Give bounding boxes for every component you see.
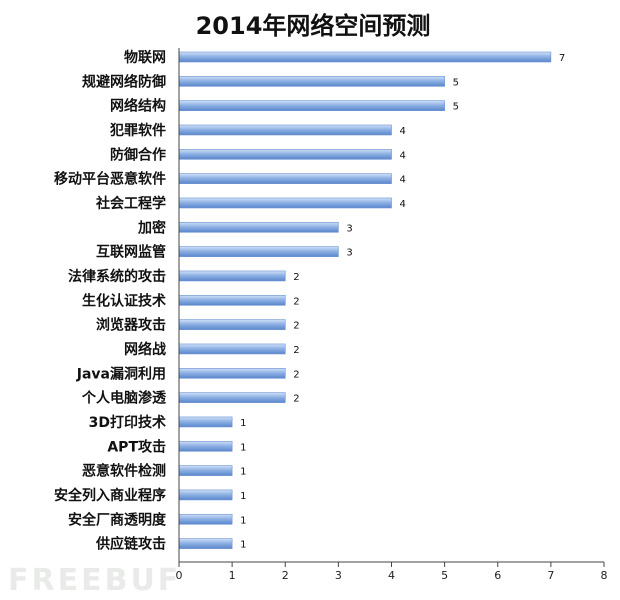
bar-value-label: 1 — [240, 515, 246, 526]
bar — [178, 416, 233, 428]
bar-value-label: 4 — [400, 150, 406, 161]
x-axis: 0 1 2 3 4 5 6 7 8 — [176, 48, 608, 582]
watermark: FREEBUF — [8, 563, 181, 598]
category-label: 移动平台恶意软件 — [54, 171, 166, 188]
bar-value-label: 2 — [293, 296, 299, 307]
bar — [178, 222, 339, 233]
category-label: Java漏洞利用 — [76, 365, 166, 382]
x-tick-label: 5 — [441, 569, 448, 582]
category-label: 安全列入商业程序 — [54, 487, 166, 504]
bar-value-label: 3 — [346, 223, 352, 234]
x-tick-label: 3 — [335, 569, 342, 582]
bar-value-label: 2 — [293, 345, 299, 356]
chart-title: 2014年网络空间预测 — [196, 12, 431, 40]
category-label: 3D打印技术 — [89, 414, 166, 431]
bar-value-label: 4 — [400, 199, 406, 210]
x-tick-label: 2 — [282, 569, 289, 582]
bar — [178, 197, 392, 209]
x-tick-label: 8 — [601, 569, 608, 582]
bar-value-label: 2 — [293, 321, 299, 332]
bars-group: 物联网 7 规避网络防御 5 网络结构 5 犯罪软件 4 防御合作 4 移动平台恶意软件 4 社会工程学… — [54, 49, 565, 553]
bar-value-label: 2 — [293, 394, 299, 405]
category-label: 物联网 — [124, 49, 166, 66]
bar — [178, 319, 286, 330]
bar-value-label: 1 — [240, 467, 246, 478]
bar — [178, 489, 233, 501]
bar — [178, 343, 286, 355]
category-label: 生化认证技术 — [82, 292, 166, 309]
bar — [178, 246, 339, 257]
bar — [178, 294, 286, 306]
x-tick-label: 6 — [494, 569, 501, 582]
category-label: 浏览器攻击 — [96, 317, 166, 334]
category-label: 安全厂商透明度 — [68, 511, 167, 528]
category-label: 恶意软件检测 — [82, 463, 166, 480]
bar — [178, 440, 233, 452]
x-tick-label: 0 — [176, 569, 183, 582]
bar-value-label: 1 — [240, 540, 246, 551]
bar — [178, 173, 392, 184]
bar — [178, 538, 233, 549]
bar — [178, 149, 392, 160]
category-label: 社会工程学 — [95, 195, 166, 212]
category-label: 加密 — [137, 219, 166, 236]
bar — [178, 100, 445, 111]
bar — [178, 392, 286, 403]
category-label: 互联网监管 — [96, 244, 166, 261]
bar-value-label: 4 — [400, 126, 406, 137]
bar-value-label: 5 — [453, 77, 459, 88]
x-tick-label: 1 — [229, 569, 236, 582]
bar — [178, 465, 233, 476]
bar-value-label: 4 — [400, 175, 406, 186]
bar-value-label: 2 — [293, 369, 299, 380]
category-label: 供应链攻击 — [95, 536, 166, 553]
x-tick-label: 7 — [547, 569, 554, 582]
bar-value-label: 7 — [559, 53, 565, 64]
bar-value-label: 2 — [293, 272, 299, 283]
category-label: 网络结构 — [110, 98, 166, 115]
category-label: 法律系统的攻击 — [68, 268, 166, 285]
bar-value-label: 1 — [240, 491, 246, 502]
bar — [178, 76, 445, 87]
bar-value-label: 3 — [346, 248, 352, 259]
category-label: 规避网络防御 — [82, 73, 166, 90]
bar — [178, 51, 552, 63]
category-label: APT攻击 — [107, 438, 166, 455]
bar — [178, 270, 286, 282]
bar-value-label: 5 — [453, 102, 459, 113]
x-tick-label: 4 — [388, 569, 395, 582]
category-label: 防御合作 — [110, 146, 166, 163]
bar-value-label: 1 — [240, 442, 246, 453]
category-label: 个人电脑渗透 — [81, 390, 167, 407]
bar — [178, 124, 392, 136]
category-label: 网络战 — [124, 341, 166, 358]
bar — [178, 367, 286, 379]
bar — [178, 513, 233, 525]
category-label: 犯罪软件 — [109, 122, 166, 139]
bar-value-label: 1 — [240, 418, 246, 429]
